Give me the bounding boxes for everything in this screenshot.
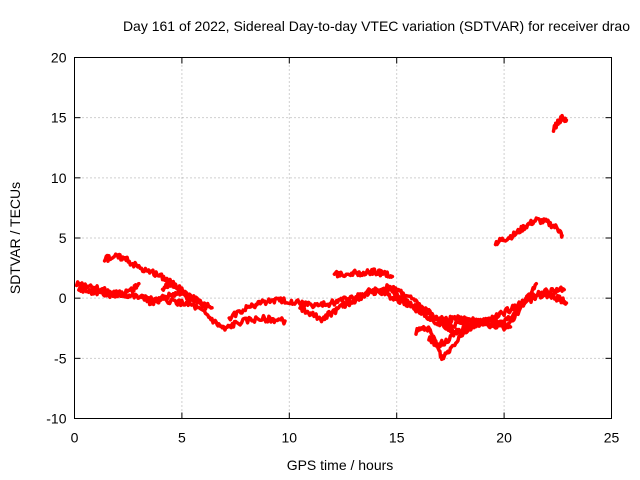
series-track-8 <box>332 267 395 279</box>
y-tick-label: 10 <box>51 170 67 186</box>
series-track-2 <box>77 281 141 300</box>
chart-title: Day 161 of 2022, Sidereal Day-to-day VTE… <box>123 18 630 34</box>
x-axis-label: GPS time / hours <box>287 457 394 473</box>
x-tick-label: 20 <box>496 430 512 446</box>
grid <box>74 57 612 419</box>
y-tick-label: -5 <box>54 350 67 366</box>
x-tick-label: 10 <box>282 430 298 446</box>
x-tick-label: 15 <box>389 430 405 446</box>
series-track-7 <box>298 281 539 332</box>
y-axis-label: SDTVAR / TECUs <box>7 182 23 294</box>
series-track-13 <box>551 113 569 133</box>
y-tick-label: 0 <box>59 290 67 306</box>
x-tick-label: 25 <box>604 430 620 446</box>
y-tick-label: 15 <box>51 110 67 126</box>
series-track-5 <box>160 281 193 303</box>
y-tick-label: 20 <box>51 50 67 66</box>
data-series <box>74 113 569 362</box>
x-tick-label: 5 <box>178 430 186 446</box>
series-track-12 <box>493 216 564 247</box>
x-tick-label: 0 <box>71 430 79 446</box>
axis-ticks: 0 5 10 15 20 25 -10 -5 0 5 10 15 20 <box>46 50 619 446</box>
series-track-11 <box>427 316 491 349</box>
series-track-4 <box>139 289 214 310</box>
y-tick-label: -10 <box>46 411 66 427</box>
y-tick-label: 5 <box>59 230 67 246</box>
series-track-10 <box>414 317 513 362</box>
